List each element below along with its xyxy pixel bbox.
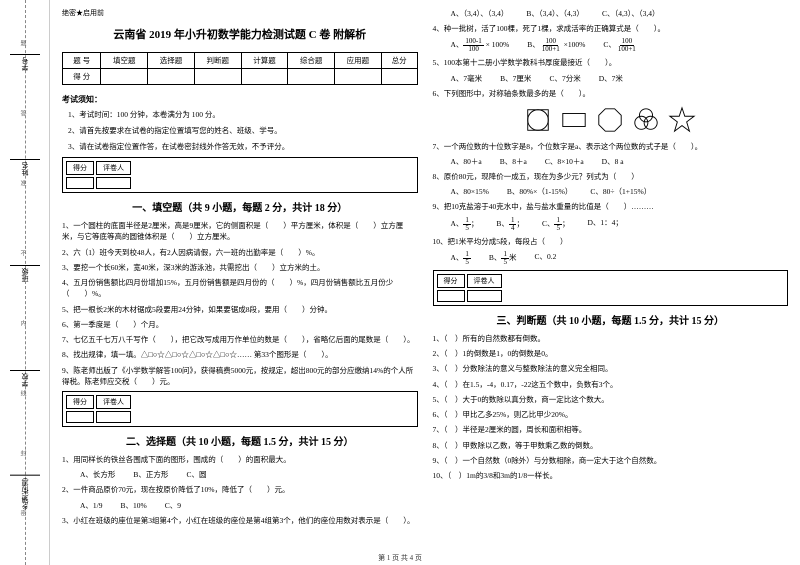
section-2-title: 二、选择题（共 10 小题，每题 1.5 分，共计 15 分） <box>62 433 418 448</box>
choice-q: 9、把10克盐溶于40克水中，盐与盐水重量的比值是（ ）……… <box>433 201 789 212</box>
binding-margin: 题 答 准 不 内 线 封 密 学号 姓名 班级 学校 乡镇(街道) <box>0 0 50 565</box>
header-cell: 选择题 <box>148 53 195 69</box>
judge-q: 2、（ ）1的倒数是1，0的倒数是0。 <box>433 348 789 359</box>
notice-heading: 考试须知： <box>62 94 418 105</box>
header-cell: 计算题 <box>241 53 288 69</box>
three-circles-icon <box>632 106 660 134</box>
notice-item: 3、请在试卷指定位置作答，在试卷密封线外作答无效，不予评分。 <box>62 141 418 153</box>
judge-q: 10、（ ）1m的3/8和3m的1/8一样长。 <box>433 470 789 481</box>
fill-q: 7、七亿五千七万八千写作（ ），把它改写成用万作单位的数是（ ），省略亿后面的尾… <box>62 334 418 345</box>
choice-q: 4、种一批树，活了100棵，死了1棵，求成活率的正确算式是（ ）。 <box>433 23 789 34</box>
fill-q: 2、六（1）班今天到校48人，有2人因病请假，六一班的出勤率是（ ）%。 <box>62 247 418 258</box>
choice-q: 10、把1米平均分成5段，每段占（ ） <box>433 236 789 247</box>
notice-item: 1、考试时间：100 分钟，本卷满分为 100 分。 <box>62 109 418 121</box>
fill-q: 8、找出规律，填一填。△□○☆△□○☆△□○☆△□○☆…… 第33个图形是（ ）… <box>62 349 418 360</box>
exam-title: 云南省 2019 年小升初数学能力检测试题 C 卷 附解析 <box>62 26 418 42</box>
header-cell: 填空题 <box>101 53 148 69</box>
dash-label: 封 <box>18 450 27 456</box>
margin-field: 学号 <box>20 57 30 71</box>
section-1-title: 一、填空题（共 9 小题，每题 2 分，共计 18 分） <box>62 199 418 214</box>
choice-q: 3、小红在班级的座位是第3组第4个，小红在班级的座位是第4组第3个，他们的座位用… <box>62 515 418 526</box>
dash-label: 题 <box>18 40 27 46</box>
margin-field: 学校 <box>20 373 30 387</box>
square-in-circle-icon <box>524 106 552 134</box>
right-column: A、（3,4）、（3,4）B、（3,4）、（4,3）C、（4,3）、（3,4） … <box>433 8 789 557</box>
score-mini-box: 得分评卷人 <box>62 157 418 193</box>
shapes-row <box>433 106 789 134</box>
header-cell: 题 号 <box>63 53 101 69</box>
section-3-title: 三、判断题（共 10 小题，每题 1.5 分，共计 15 分） <box>433 312 789 327</box>
margin-field: 姓名 <box>20 162 30 176</box>
fill-q: 4、五月份销售额比四月份增加15%，五月份销售额是四月份的（ ）%，四月份销售额… <box>62 277 418 300</box>
choice-q: 8、原价80元，现降价一成五，现在为多少元？列式为（ ） <box>433 171 789 182</box>
judge-q: 6、（ ）甲比乙多25%，则乙比甲少20%。 <box>433 409 789 420</box>
dash-label: 答 <box>18 110 27 116</box>
rectangle-icon <box>560 106 588 134</box>
header-cell: 判断题 <box>194 53 241 69</box>
judge-q: 9、（ ）一个自然数（0除外）与分数相除，商一定大于这个自然数。 <box>433 455 789 466</box>
score-mini-box: 得分评卷人 <box>62 391 418 427</box>
dash-label: 线 <box>18 390 27 396</box>
fill-q: 9、陈老师出版了《小学数学解答100问》，获得稿费5000元，按规定，超出800… <box>62 365 418 388</box>
choice-q: 5、100本第十二册小学数学教科书厚度最接近（ ）。 <box>433 57 789 68</box>
fill-q: 6、第一季度是（ ）个月。 <box>62 319 418 330</box>
choice-q: 2、一件商品原价70元，现在按原价降低了10%，降低了（ ）元。 <box>62 484 418 495</box>
header-cell: 总分 <box>381 53 417 69</box>
fill-q: 5、把一根长2米的木材锯成5段要用24分钟，如果要锯成8段，要用（ ）分钟。 <box>62 304 418 315</box>
judge-q: 8、（ ）甲数除以乙数，等于甲数乘乙数的倒数。 <box>433 440 789 451</box>
page-footer: 第 1 页 共 4 页 <box>0 553 800 563</box>
judge-q: 1、（ ）所有的自然数都有倒数。 <box>433 333 789 344</box>
header-cell: 应用题 <box>335 53 382 69</box>
dash-label: 密 <box>18 510 27 516</box>
judge-q: 5、（ ）大于0的数除以真分数，商一定比这个数大。 <box>433 394 789 405</box>
score-row-label: 得 分 <box>63 69 101 85</box>
dash-label: 准 <box>18 180 27 186</box>
margin-field: 乡镇(街道) <box>20 478 30 511</box>
notice-item: 2、请首先按要求在试卷的指定位置填写您的姓名、班级、学号。 <box>62 125 418 137</box>
secret-label: 绝密★启用前 <box>62 8 418 18</box>
choice-q: 6、下列图形中，对称轴条数最多的是（ ）。 <box>433 88 789 99</box>
choice-q: 1、用同样长的铁丝各围成下面的图形，围成的（ ）的面积最大。 <box>62 454 418 465</box>
fill-q: 1、一个圆柱的底面半径是2厘米，高是9厘米，它的侧面积是（ ）平方厘米，体积是（… <box>62 220 418 243</box>
choice-q: 7、一个两位数的十位数字是8，个位数字是a、表示这个两位数的式子是（ ）。 <box>433 141 789 152</box>
star-icon <box>668 106 696 134</box>
margin-field: 班级 <box>20 268 30 282</box>
judge-q: 7、（ ）半径是2厘米的圆，周长和面积相等。 <box>433 424 789 435</box>
header-cell: 综合题 <box>288 53 335 69</box>
opt: A、（3,4）、（3,4） <box>451 8 509 19</box>
fill-q: 3、要挖一个长60米，宽40米，深3米的游泳池，共需挖出（ ）立方米的土。 <box>62 262 418 273</box>
left-column: 绝密★启用前 云南省 2019 年小升初数学能力检测试题 C 卷 附解析 题 号… <box>62 8 418 557</box>
dash-label: 内 <box>18 320 27 326</box>
dash-label: 不 <box>18 250 27 256</box>
judge-q: 3、（ ）分数除法的意义与整数除法的意义完全相同。 <box>433 363 789 374</box>
score-table: 题 号 填空题 选择题 判断题 计算题 综合题 应用题 总分 得 分 <box>62 52 418 85</box>
judge-q: 4、（ ）在1.5，-4，0.17，-22这五个数中，负数有3个。 <box>433 379 789 390</box>
octagon-icon <box>596 106 624 134</box>
score-mini-box: 得分评卷人 <box>433 270 789 306</box>
